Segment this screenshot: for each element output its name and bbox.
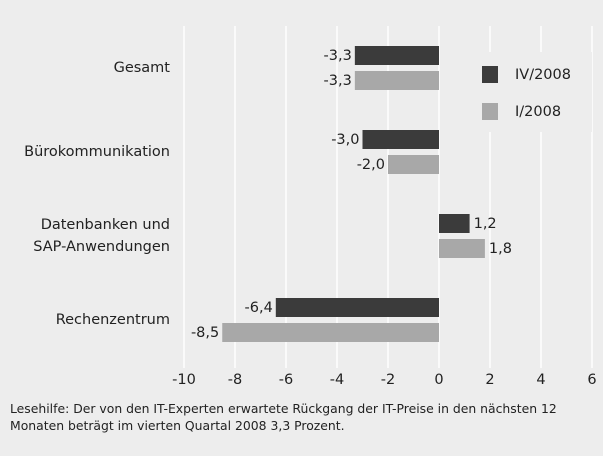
x-tick-label: 6 xyxy=(587,372,596,388)
legend-label: I/2008 xyxy=(515,104,561,120)
y-tick-label: Datenbanken und SAP-Anwendungen xyxy=(33,217,170,255)
x-tick-label: 4 xyxy=(536,372,545,388)
bar xyxy=(439,239,485,258)
bar xyxy=(222,323,439,342)
x-tick-label: -6 xyxy=(279,372,293,388)
value-label: -8,5 xyxy=(191,325,219,341)
value-label: -3,0 xyxy=(331,132,359,148)
value-label: -6,4 xyxy=(245,300,273,316)
bar xyxy=(362,130,439,149)
value-label: 1,2 xyxy=(474,216,497,232)
value-label: -2,0 xyxy=(357,157,385,173)
x-tick-label: 0 xyxy=(434,372,443,388)
legend-label: IV/2008 xyxy=(515,67,571,83)
bar xyxy=(354,71,439,90)
value-label: -3,3 xyxy=(324,48,352,64)
note: Lesehilfe: Der von den IT-Experten erwar… xyxy=(10,401,557,433)
x-tick-label: -2 xyxy=(381,372,395,388)
x-tick-label: -4 xyxy=(330,372,344,388)
y-tick-label: Gesamt xyxy=(114,60,171,76)
y-tick-label: Rechenzentrum xyxy=(56,312,170,328)
legend-swatch xyxy=(482,66,498,83)
y-tick-label: Bürokommunikation xyxy=(24,144,170,160)
bar xyxy=(388,155,439,174)
x-tick-label: -10 xyxy=(172,372,196,388)
bar xyxy=(275,298,439,317)
value-label: -3,3 xyxy=(324,73,352,89)
bar xyxy=(354,46,439,65)
x-tick-label: -8 xyxy=(228,372,242,388)
legend-swatch xyxy=(482,103,498,120)
bar xyxy=(439,214,470,233)
chart: -10 -8 -6 -4 -2 0 2 4 6 Gesamt -3,3 -3,3 Bürokommuni… xyxy=(24,26,597,388)
value-label: 1,8 xyxy=(489,241,512,257)
x-tick-label: 2 xyxy=(485,372,494,388)
